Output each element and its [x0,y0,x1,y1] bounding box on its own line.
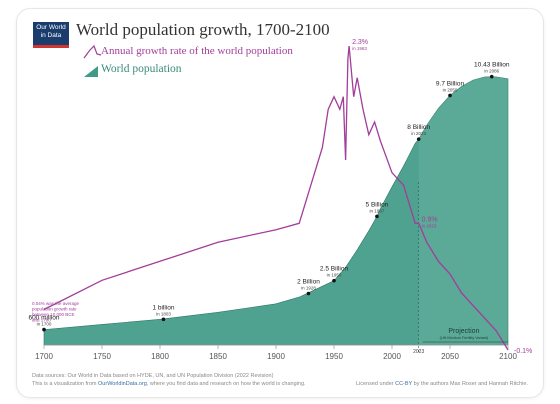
population-label-4: 5 Billion [366,201,389,208]
population-point-0 [42,327,46,332]
legend-growth-rate-label: Annual growth rate of the world populati… [101,45,293,57]
population-point-2 [306,291,311,296]
population-point-4 [375,214,379,219]
population-point-5 [416,137,421,141]
population-year-1: in 1803 [156,311,171,316]
x-tick-label-1950: 1950 [325,352,343,361]
population-label-2: 2 Billion [297,279,320,286]
logo-line-1: Our World [36,24,66,31]
population-year-7: in 2086 [484,69,499,74]
population-year-4: in 1987 [370,208,385,213]
population-label-7: 10.43 Billion [474,62,510,69]
footer-sources: Data sources: Our World in Data based on… [32,373,274,379]
population-point-1 [161,317,166,322]
footer-text-pre: This is a visualization from [32,381,99,387]
x-tick-label-2000: 2000 [383,352,401,361]
population-year-0: in 1700 [37,322,52,327]
population-label-1: 1 billion [152,304,174,311]
x-tick-label-1850: 1850 [209,352,227,361]
growth-note-line-3: and 1700 [32,318,51,323]
population-year-5: in 2023 [411,131,426,136]
x-tick-label-1700: 1700 [35,352,53,361]
growth-year-0: in 1963 [352,46,367,51]
projection-sublabel: (UN Medium Fertility Variant) [440,336,489,340]
growth-note-line-1: population growth rate [32,307,77,312]
population-area [43,76,509,346]
population-label-0: 600 million [28,315,59,322]
population-label-5: 8 Billion [407,124,430,131]
growth-year-1: in 2023 [422,223,437,228]
x-tick-label-2050: 2050 [441,352,459,361]
projection-region [418,62,508,345]
projection-label: Projection [448,328,479,335]
chart-title: World population growth, 1700-2100 [76,20,330,39]
footer-license: Licensed under CC-BY by the authors Max … [356,381,528,387]
legend-population-area-icon [84,66,98,77]
x-tick-label-1750: 1750 [93,352,111,361]
logo-line-2: in Data [40,32,62,39]
x-tick-label-1900: 1900 [267,352,285,361]
population-label-3: 2.5 Billion [320,266,349,273]
legend-growth-line-icon [83,44,102,59]
license-link[interactable]: CC-BY [395,381,413,387]
population-year-6: in 2050 [443,87,458,92]
owid-logo[interactable]: Our World in Data [33,22,69,48]
population-point-6 [448,93,452,98]
growth-note-line-2: between 10,000 BCE [32,312,75,317]
x-tick-label-1800: 1800 [151,352,169,361]
license-text-post: by the authors Max Roser and Hannah Ritc… [412,381,528,387]
growth-rate-line [43,45,509,351]
population-year-3: in 1950 [327,273,342,278]
footer-owid-link[interactable]: OurWorldinData.org [98,381,147,387]
growth-label-0: 2.3% [352,39,368,46]
x-tick-label-2100: 2100 [499,352,517,361]
license-text-pre: Licensed under [355,381,396,387]
projection-year-label: 2023 [413,349,424,355]
population-year-2: in 1928 [301,286,316,291]
legend-population-label: World population [101,63,182,75]
growth-label-2: -0.1% [514,348,532,355]
growth-label-1: 0.9% [422,216,438,223]
population-label-6: 9.7 Billion [436,80,465,87]
growth-note-line-0: 0.04% was the average [32,301,80,306]
footer-visualization-note: This is a visualization from OurWorldinD… [32,381,306,387]
population-point-3 [332,278,336,283]
population-point-7 [489,74,494,79]
footer-text-post: , where you find data and research on ho… [146,381,306,387]
